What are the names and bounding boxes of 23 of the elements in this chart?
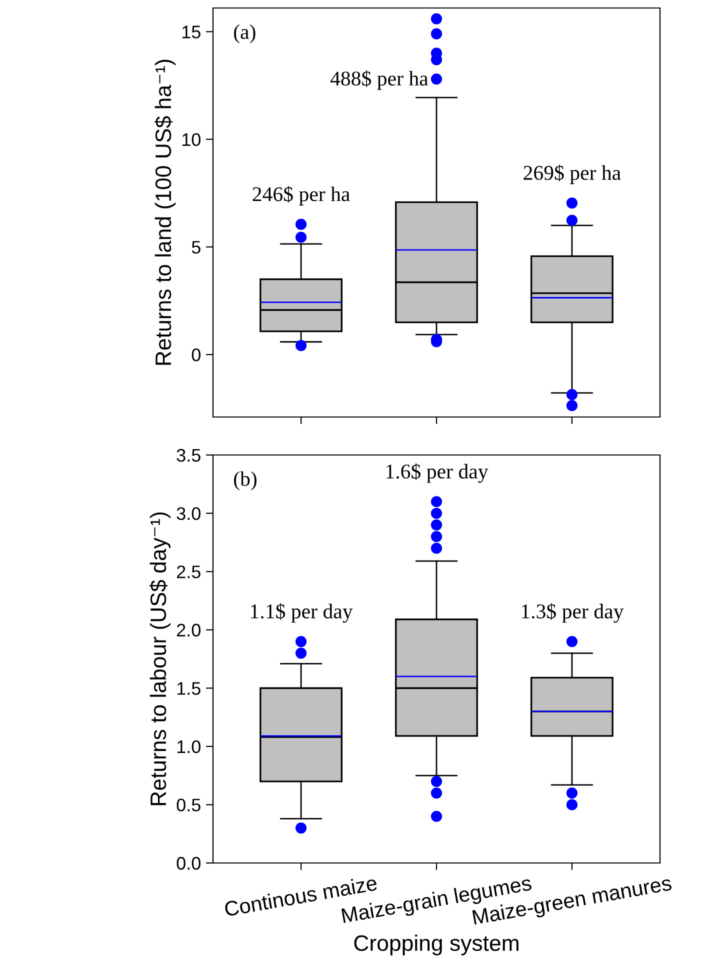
annotation: (a) (234, 24, 256, 44)
y-tick-label: 5 (192, 241, 200, 254)
y-tick-label: 0.0 (176, 856, 200, 870)
annotation: 488$ per ha (330, 70, 428, 90)
y-tick-label: 3.0 (176, 507, 200, 520)
y-tick-label: 1.5 (177, 682, 200, 695)
y-tick-label: 2.0 (177, 624, 200, 637)
y-axis-title: Returns to labour (US$ day⁻¹) (149, 512, 171, 806)
y-tick-label: 0.5 (176, 798, 200, 812)
y-tick-label: 15 (182, 26, 200, 38)
annotation: 1.3$ per day (522, 603, 624, 623)
y-tick-label: 0 (192, 348, 200, 362)
x-axis-title: Cropping system (354, 934, 518, 956)
annotation: 1.1$ per day (251, 603, 353, 623)
annotation: 246$ per ha (252, 186, 350, 206)
annotation: (b) (234, 471, 256, 490)
y-tick-label: 2.5 (177, 566, 200, 578)
annotation: 1.6$ per day (386, 463, 488, 483)
y-tick-label: 3.5 (176, 448, 200, 462)
y-tick-label: 10 (182, 133, 200, 146)
y-tick-label: 1.0 (177, 740, 200, 754)
annotation: 269$ per ha (524, 164, 621, 184)
y-axis-title: Returns to land (100 US$ ha⁻¹) (154, 60, 176, 365)
